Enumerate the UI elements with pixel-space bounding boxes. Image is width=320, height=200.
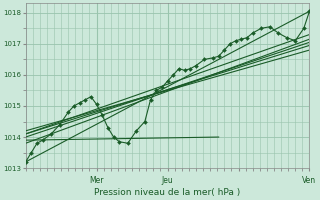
X-axis label: Pression niveau de la mer( hPa ): Pression niveau de la mer( hPa ) bbox=[94, 188, 241, 197]
